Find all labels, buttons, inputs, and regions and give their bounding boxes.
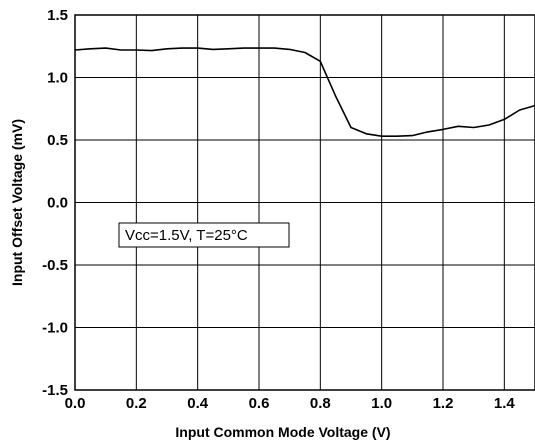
x-tick-label: 0.0 [65, 395, 86, 412]
y-tick-label: -1.5 [42, 382, 68, 399]
y-tick-label: 1.0 [47, 70, 68, 87]
series-group [74, 47, 535, 137]
x-tick-label: 0.4 [187, 395, 209, 412]
y-tick-label: -0.5 [42, 257, 68, 274]
x-tick-label: 1.2 [433, 395, 454, 412]
grid [74, 14, 535, 391]
x-axis-title: Input Common Mode Voltage (V) [175, 424, 390, 440]
x-tick-labels: 0.0 0.2 0.4 0.6 0.8 1.0 1.2 1.4 [65, 395, 516, 412]
x-tick-label: 1.4 [494, 395, 516, 412]
x-tick-label: 1.0 [371, 395, 392, 412]
annotation: Vcc=1.5V, T=25°C [118, 222, 290, 248]
annotation-text: Vcc=1.5V, T=25°C [125, 227, 248, 244]
x-tick-label: 0.6 [249, 395, 270, 412]
x-tick-label: 0.2 [126, 395, 147, 412]
x-tick-label: 0.8 [310, 395, 331, 412]
series-line [74, 47, 535, 137]
y-tick-label: 0.5 [47, 132, 68, 149]
plot-frame [74, 14, 535, 391]
y-axis-title: Input Offset Voltage (mV) [9, 119, 25, 286]
y-tick-label: 1.5 [47, 7, 68, 24]
annotation-box [118, 222, 290, 248]
y-tick-label: -1.0 [42, 320, 68, 337]
y-tick-labels: 1.5 1.0 0.5 0.0 -0.5 -1.0 -1.5 [42, 7, 68, 399]
y-tick-label: 0.0 [47, 195, 68, 212]
